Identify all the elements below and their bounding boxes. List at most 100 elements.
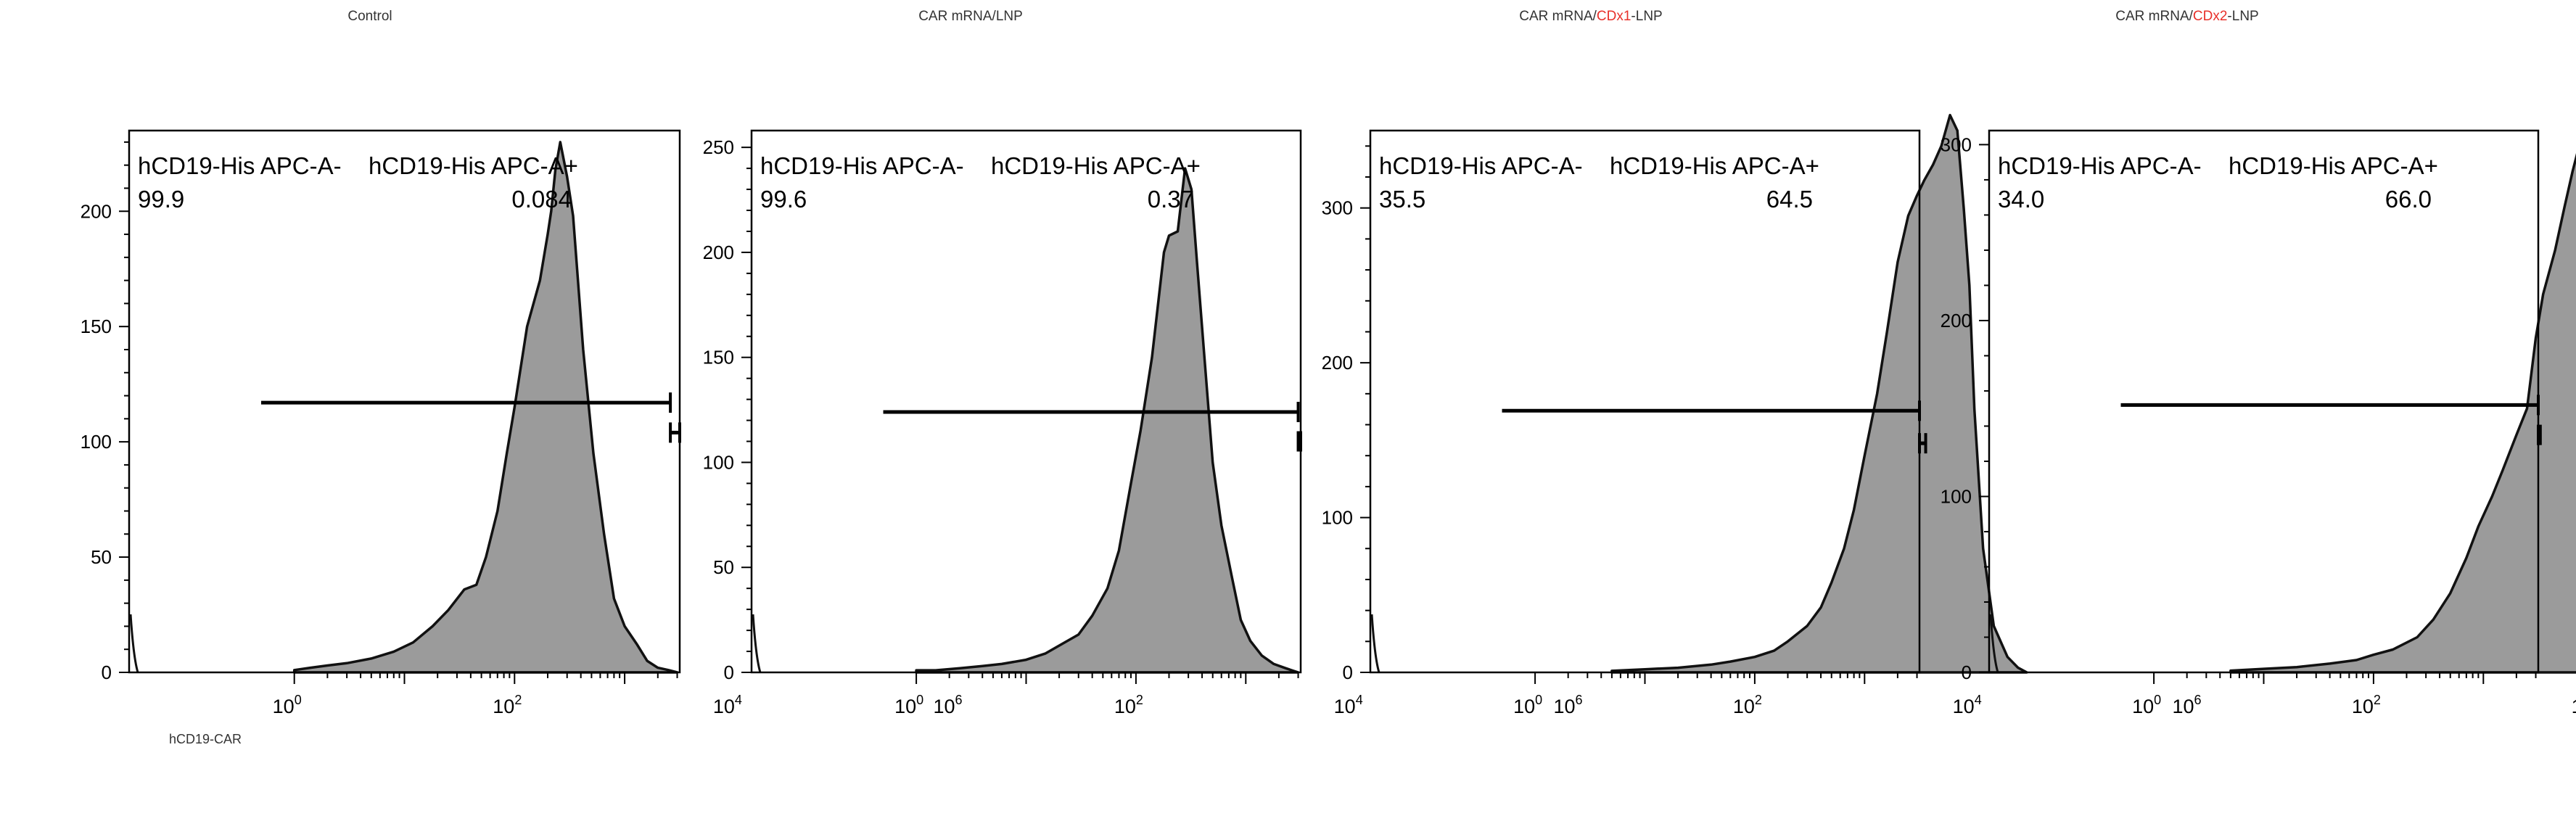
x-tick-label: 100 (2132, 693, 2161, 717)
y-tick-label: 100 (703, 451, 734, 473)
x-tick-exponent: 0 (916, 693, 923, 707)
panel-title: CAR mRNA/CDx2-LNP (2115, 9, 2258, 24)
x-tick-label: 106 (933, 693, 962, 717)
gate-name: hCD19-His APC-A- (760, 152, 964, 179)
y-tick-label: 200 (1941, 310, 1972, 331)
histogram-area (915, 167, 1300, 674)
x-tick-label: 104 (1334, 693, 1363, 717)
x-tick-exponent: 4 (1975, 693, 1982, 707)
x-tick-label: 102 (1733, 693, 1762, 717)
panel-title-part: -LNP (1631, 9, 1662, 24)
x-tick-exponent: 2 (2374, 693, 2381, 707)
x-tick-label: 104 (2572, 693, 2576, 717)
gate-percentage: 34.0 (1998, 186, 2044, 213)
y-tick-label: 0 (1343, 662, 1353, 683)
y-tick-label: 200 (81, 200, 112, 222)
panel-title-part: CDx2 (2193, 9, 2228, 24)
x-tick-label: 106 (1553, 693, 1582, 717)
y-tick-label: 50 (91, 546, 112, 568)
panel-title: Control (347, 9, 392, 24)
y-tick-label: 200 (703, 242, 734, 263)
panel-title-part: CDx1 (1597, 9, 1631, 24)
x-tick-base: 10 (933, 696, 955, 717)
x-tick-exponent: 6 (955, 693, 963, 707)
x-tick-exponent: 6 (1576, 693, 1583, 707)
x-tick-base: 10 (1114, 696, 1136, 717)
x-tick-base: 10 (1513, 696, 1535, 717)
y-tick-label: 50 (713, 556, 734, 578)
gate-percentage: 66.0 (2385, 186, 2432, 213)
panel-title-part: -LNP (2227, 9, 2258, 24)
gate-percentage: 64.5 (1766, 186, 1813, 213)
panel-title: CAR mRNA/LNP (918, 9, 1023, 24)
y-tick-label: 100 (81, 431, 112, 453)
x-tick-base: 10 (273, 696, 295, 717)
x-axis-label: hCD19-CAR (169, 732, 242, 746)
histogram-panel-4: CAR mRNA/CDx2-LNP0100200300100102104106h… (1941, 9, 2576, 717)
x-tick-base: 10 (2572, 696, 2576, 717)
x-tick-label: 104 (713, 693, 742, 717)
x-tick-label: 100 (273, 693, 302, 717)
gate-percentage: 99.6 (760, 186, 807, 213)
gate-name: hCD19-His APC-A- (1379, 152, 1583, 179)
y-tick-label: 0 (724, 662, 734, 683)
x-tick-label: 104 (1953, 693, 1982, 717)
y-tick-label: 0 (1962, 662, 1972, 683)
gate-percentage: 99.9 (138, 186, 184, 213)
x-tick-base: 10 (493, 696, 514, 717)
x-tick-base: 10 (1553, 696, 1575, 717)
x-tick-label: 106 (2172, 693, 2201, 717)
y-tick-label: 300 (1941, 133, 1972, 155)
origin-spike (129, 614, 139, 673)
gate-name: hCD19-His APC-A+ (1610, 152, 1819, 179)
gate-name: hCD19-His APC-A- (1998, 152, 2202, 179)
panel-title-part: CAR mRNA/ (1519, 9, 1597, 24)
gate-name: hCD19-His APC-A+ (991, 152, 1201, 179)
panel-title-part: Control (347, 9, 392, 24)
x-tick-base: 10 (2352, 696, 2374, 717)
x-tick-exponent: 2 (514, 693, 522, 707)
x-tick-base: 10 (1953, 696, 1975, 717)
x-tick-exponent: 0 (2154, 693, 2161, 707)
y-tick-label: 0 (102, 662, 112, 683)
histogram-area (1610, 113, 2028, 674)
histogram-area (292, 141, 679, 674)
x-tick-base: 10 (2132, 696, 2154, 717)
y-tick-label: 200 (1322, 352, 1353, 374)
panel-title-part: CAR mRNA/LNP (918, 9, 1023, 24)
gate-name: hCD19-His APC-A- (138, 152, 342, 179)
y-tick-label: 250 (703, 136, 734, 158)
y-tick-label: 100 (1322, 507, 1353, 529)
x-tick-exponent: 6 (2194, 693, 2202, 707)
origin-spike (1370, 614, 1380, 673)
y-tick-label: 100 (1941, 485, 1972, 507)
origin-spike (752, 614, 762, 673)
x-tick-label: 102 (493, 693, 522, 717)
gate-name: hCD19-His APC-A+ (2229, 152, 2438, 179)
x-tick-exponent: 2 (1755, 693, 1762, 707)
x-tick-base: 10 (1334, 696, 1356, 717)
x-tick-label: 100 (1513, 693, 1542, 717)
x-tick-exponent: 2 (1136, 693, 1143, 707)
x-tick-base: 10 (2172, 696, 2194, 717)
x-tick-exponent: 4 (735, 693, 742, 707)
gate-percentage: 0.37 (1148, 186, 1194, 213)
panel-title: CAR mRNA/CDx1-LNP (1519, 9, 1662, 24)
x-tick-base: 10 (894, 696, 916, 717)
x-tick-exponent: 0 (295, 693, 302, 707)
x-tick-exponent: 0 (1535, 693, 1542, 707)
histogram-area (2229, 152, 2576, 674)
panel-title-part: CAR mRNA/ (2115, 9, 2193, 24)
gate-name: hCD19-His APC-A+ (369, 152, 578, 179)
x-tick-label: 100 (894, 693, 923, 717)
x-tick-label: 102 (1114, 693, 1143, 717)
x-tick-base: 10 (713, 696, 735, 717)
x-tick-base: 10 (1733, 696, 1755, 717)
gate-percentage: 35.5 (1379, 186, 1425, 213)
x-tick-label: 102 (2352, 693, 2381, 717)
y-tick-label: 300 (1322, 197, 1353, 219)
